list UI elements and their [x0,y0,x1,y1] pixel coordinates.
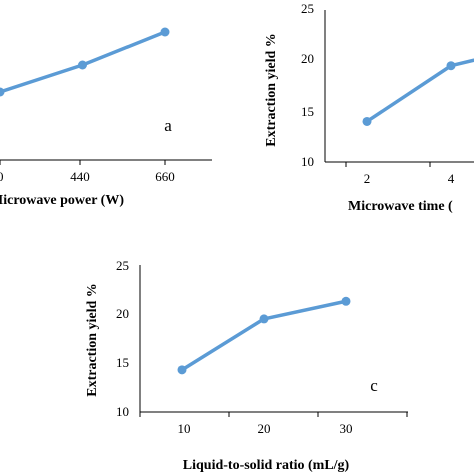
data-point [160,27,170,37]
data-point [0,87,5,97]
x-tick-marks [345,162,431,167]
series-line [180,299,348,372]
x-tick-label: 440 [70,169,90,184]
chart-panel-a: 0 440 660 Microwave power (W) a [0,27,212,208]
data-point [446,61,456,71]
x-tick-marks [0,160,166,165]
x-axis-title: Microwave power (W) [0,193,124,208]
panel-label: a [164,116,172,135]
y-tick-label: 15 [301,104,314,119]
x-axis-title: Liquid-to-solid ratio (mL/g) [183,458,350,473]
series-b [362,58,474,126]
y-tick-label: 20 [301,51,314,66]
data-point [341,296,351,306]
x-tick-label: 2 [364,171,371,186]
x-tick-marks [139,412,408,417]
data-point [78,60,87,70]
x-tick-label: 30 [340,421,353,436]
x-tick-label: 20 [258,421,271,436]
panel-label: c [370,376,378,395]
series-a [0,27,170,97]
series-c [177,296,351,375]
chart-panel-c: 10 15 20 25 10 20 30 Extraction yield % … [85,258,408,473]
x-tick-label: 4 [448,171,455,186]
y-axis-title: Extraction yield % [85,283,100,397]
x-tick-label: 10 [178,421,191,436]
y-tick-label: 10 [301,154,314,169]
data-point [362,116,372,126]
x-tick-label: 0 [0,169,4,184]
x-axis-title: Microwave time ( [348,199,453,214]
y-tick-label: 25 [116,258,129,273]
data-point [177,365,187,375]
x-tick-label: 660 [155,169,175,184]
data-point [259,314,269,324]
chart-panel-b: 10 15 20 25 2 4 Extraction yield % Micro… [264,1,474,214]
series-line [365,58,474,124]
y-tick-label: 10 [116,404,129,419]
y-axis-title: Extraction yield % [264,33,279,147]
y-tick-label: 20 [116,306,129,321]
y-tick-label: 25 [301,1,314,16]
y-tick-label: 15 [116,355,129,370]
